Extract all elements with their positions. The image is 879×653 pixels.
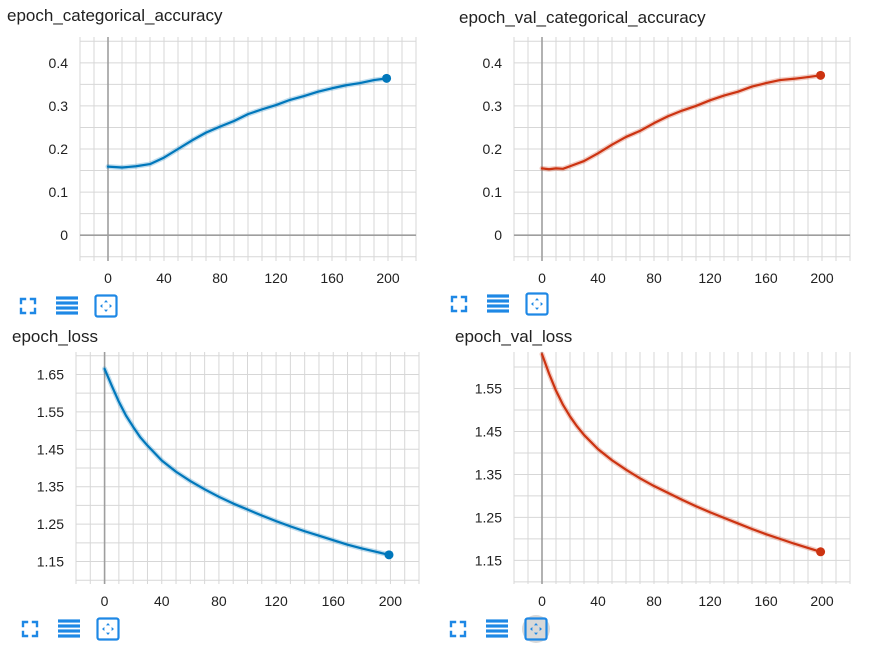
fit-domain-icon	[96, 617, 120, 641]
y-tick-label: 1.15	[475, 552, 502, 568]
x-tick-label: 200	[376, 270, 400, 286]
series-line	[540, 74, 822, 171]
x-tick-label: 40	[154, 593, 170, 609]
fit-domain-icon	[524, 617, 548, 641]
chart-plot: 0 40 80 120 160 200 1.15 1.25 1.35 1.45 1.55	[475, 351, 851, 609]
series-end-marker	[816, 70, 826, 80]
x-tick-label: 0	[101, 593, 109, 609]
chart-plot: 0 40 80 120 160 200 0 0.1 0.2 0.3 0.4	[483, 37, 851, 286]
x-tick-label: 200	[810, 593, 834, 609]
data-table-button[interactable]	[53, 292, 81, 320]
data-table-button[interactable]	[483, 615, 511, 643]
x-tick-label: 160	[754, 270, 778, 286]
chart-panel-epoch-val-categorical-accuracy: epoch_val_categorical_accuracy 0 40 80 120 16…	[430, 0, 870, 322]
y-tick-label: 0.4	[49, 55, 69, 71]
fit-domain-button[interactable]	[94, 615, 122, 643]
y-tick-label: 0.1	[49, 184, 69, 200]
y-tick-label: 1.25	[475, 509, 502, 525]
data-table-icon	[56, 296, 78, 315]
expand-icon	[19, 297, 37, 315]
x-tick-label: 0	[104, 270, 112, 286]
grid-lines	[513, 37, 851, 261]
x-tick-label: 40	[590, 593, 606, 609]
fit-domain-button[interactable]	[523, 290, 551, 318]
y-tick-label: 0.2	[49, 141, 69, 157]
x-tick-label: 80	[646, 270, 662, 286]
expand-button[interactable]	[16, 615, 44, 643]
expand-button[interactable]	[14, 292, 42, 320]
series-end-marker	[382, 73, 392, 83]
y-tick-label: 0	[494, 227, 502, 243]
chart-toolbar	[445, 290, 575, 318]
x-tick-label: 200	[810, 270, 834, 286]
fit-domain-icon	[94, 294, 118, 318]
chart-panel-epoch-val-loss: epoch_val_loss 0 40 80 120 160 200 1.15 1.25 1.35…	[430, 322, 870, 653]
y-tick-label: 0	[60, 227, 68, 243]
expand-button[interactable]	[444, 615, 472, 643]
series-line	[103, 367, 391, 556]
y-tick-label: 1.55	[37, 404, 64, 420]
x-tick-label: 200	[379, 593, 403, 609]
x-tick-label: 80	[211, 593, 227, 609]
y-tick-label: 1.45	[475, 423, 502, 439]
series-end-marker	[816, 547, 826, 557]
chart-title: epoch_loss	[12, 327, 99, 346]
expand-icon	[450, 295, 468, 313]
y-tick-label: 1.35	[37, 479, 64, 495]
chart-toolbar	[16, 615, 146, 643]
chart-plot: 0 40 80 120 160 200 1.15 1.25 1.35 1.45 1.55 1.65	[37, 352, 420, 609]
grid-lines	[79, 37, 417, 261]
chart-toolbar	[444, 615, 574, 643]
expand-icon	[21, 620, 39, 638]
fit-domain-icon	[525, 292, 549, 316]
chart-plot: 0 40 80 120 160 200 0 0.1 0.2 0.3 0.4	[49, 37, 417, 286]
fit-domain-button[interactable]	[92, 292, 120, 320]
grid-lines	[513, 352, 851, 584]
x-tick-label: 120	[698, 593, 722, 609]
y-tick-label: 1.45	[37, 441, 64, 457]
y-tick-label: 1.35	[475, 466, 502, 482]
series-end-marker	[384, 550, 394, 560]
x-tick-label: 80	[212, 270, 228, 286]
data-table-button[interactable]	[484, 290, 512, 318]
x-tick-label: 0	[538, 593, 546, 609]
series-line	[540, 353, 822, 553]
expand-icon	[449, 620, 467, 638]
chart-panel-epoch-loss: epoch_loss 0 40 80 120 160 200 1.15 1.25 1.35 1.45…	[0, 322, 430, 653]
data-table-icon	[487, 294, 509, 313]
chart-toolbar	[14, 292, 144, 320]
x-tick-label: 120	[264, 593, 288, 609]
x-tick-label: 160	[754, 593, 778, 609]
y-tick-label: 0.4	[483, 55, 503, 71]
chart-title: epoch_val_categorical_accuracy	[459, 8, 706, 27]
y-tick-label: 0.2	[483, 141, 503, 157]
y-tick-label: 1.65	[37, 366, 64, 382]
x-tick-label: 120	[698, 270, 722, 286]
expand-button[interactable]	[445, 290, 473, 318]
x-tick-label: 80	[646, 593, 662, 609]
y-tick-label: 0.3	[49, 98, 69, 114]
chart-title: epoch_val_loss	[455, 327, 573, 346]
data-table-icon	[486, 619, 508, 638]
y-tick-label: 1.15	[37, 554, 64, 570]
data-table-button[interactable]	[55, 615, 83, 643]
y-tick-label: 0.1	[483, 184, 503, 200]
x-tick-label: 0	[538, 270, 546, 286]
x-tick-label: 160	[322, 593, 346, 609]
x-tick-label: 120	[264, 270, 288, 286]
y-tick-label: 0.3	[483, 98, 503, 114]
chart-panel-epoch-categorical-accuracy: epoch_categorical_accuracy 0 40 80 120 160 200…	[0, 0, 430, 322]
chart-title: epoch_categorical_accuracy	[7, 6, 223, 25]
fit-domain-button[interactable]	[522, 615, 550, 643]
x-tick-label: 160	[320, 270, 344, 286]
y-tick-label: 1.55	[475, 381, 502, 397]
series-line	[106, 77, 388, 169]
x-tick-label: 40	[590, 270, 606, 286]
data-table-icon	[58, 619, 80, 638]
y-tick-label: 1.25	[37, 516, 64, 532]
x-tick-label: 40	[156, 270, 172, 286]
